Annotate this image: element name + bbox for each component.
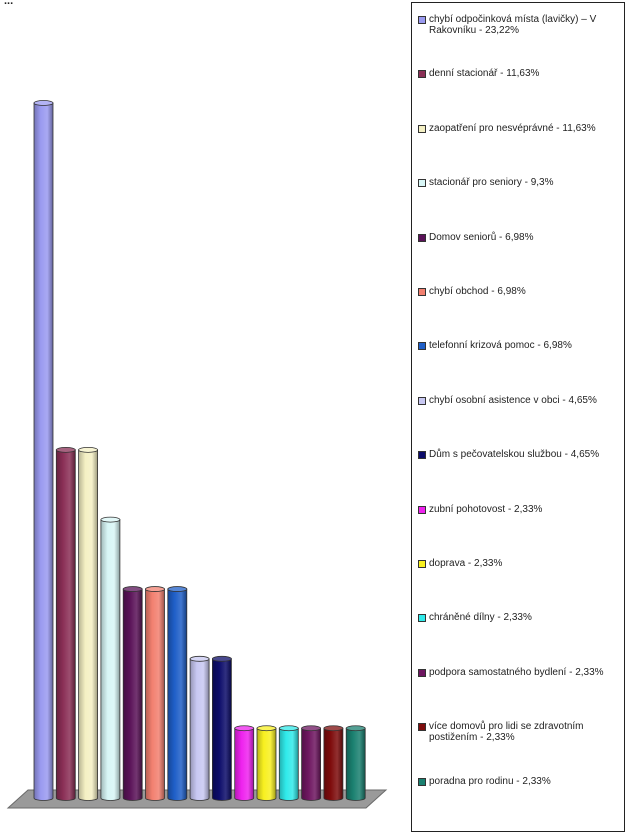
legend-label: chybí odpočinková místa (lavičky) – V Ra…: [429, 14, 597, 36]
bar-9-top: [211, 655, 232, 662]
legend-swatch: [418, 777, 426, 786]
bar-7-top: [167, 586, 188, 592]
legend-item-12: chráněné dílny - 2,33%: [418, 612, 623, 623]
legend-swatch: [418, 179, 426, 188]
bar-2: [55, 447, 76, 801]
bar-13-top: [301, 725, 322, 732]
legend-label: podpora samostatného bydlení - 2,33%: [429, 666, 604, 678]
bar-2-top: [55, 447, 76, 453]
legend-swatch: [418, 233, 426, 242]
legend-item-15: poradna pro rodinu - 2,33%: [418, 776, 623, 787]
legend-swatch: [418, 16, 426, 24]
legend-item-9: Dům s pečovatelskou službou - 4,65%: [418, 449, 623, 460]
legend-swatch: [418, 560, 426, 568]
legend-item-2: denní stacionář - 11,63%: [418, 68, 623, 79]
legend-swatch: [418, 342, 426, 351]
bar-14: [323, 725, 344, 801]
chart-title-cropped: ...: [4, 0, 14, 7]
legend-item-7: telefonní krizová pomoc - 6,98%: [418, 340, 623, 351]
bar-12-top: [278, 725, 299, 732]
bar-12-body: [278, 727, 299, 801]
legend-swatch: [418, 723, 426, 732]
bar-15-top: [345, 725, 366, 732]
bar-2-body: [55, 449, 76, 801]
legend-label: poradna pro rodinu - 2,33%: [429, 775, 551, 787]
bar-15: [345, 725, 366, 801]
bar-13-body: [301, 727, 321, 801]
legend-label: více domovů pro lidi se zdravotním posti…: [429, 721, 584, 744]
legend-label: telefonní krizová pomoc - 6,98%: [429, 340, 572, 352]
legend-label: chybí osobní asistence v obci - 4,65%: [429, 394, 597, 406]
bar-11: [256, 725, 277, 801]
legend-label: Domov seniorů - 6,98%: [429, 231, 534, 243]
bar-11-top: [256, 725, 277, 732]
legend-item-8: chybí osobní asistence v obci - 4,65%: [418, 395, 623, 406]
bar-14-body: [323, 727, 344, 801]
legend-item-1: chybí odpočinková místa (lavičky) – V Ra…: [418, 14, 623, 36]
bar-14-top: [323, 725, 344, 732]
bar-8-top: [189, 655, 210, 662]
bar-7: [167, 586, 188, 801]
legend-label: chráněné dílny - 2,33%: [429, 612, 532, 624]
legend-item-14: více domovů pro lidi se zdravotním posti…: [418, 721, 623, 743]
bar-chart-plot: [6, 100, 388, 809]
bar-6-top: [145, 586, 165, 592]
chart-bars-layer: [33, 100, 366, 801]
legend-item-5: Domov seniorů - 6,98%: [418, 232, 623, 243]
legend-item-10: zubní pohotovost - 2,33%: [418, 504, 623, 515]
bar-9-body: [212, 658, 232, 801]
legend-swatch: [418, 614, 426, 623]
bar-7-body: [167, 588, 188, 801]
legend-label: zaopatření pro nesvéprávné - 11,63%: [429, 122, 596, 134]
bar-1: [33, 100, 54, 801]
legend-item-4: stacionář pro seniory - 9,3%: [418, 177, 623, 188]
bar-1-top: [33, 100, 54, 106]
bar-5-body: [122, 588, 143, 801]
legend-swatch: [418, 668, 426, 677]
bar-13: [301, 725, 322, 801]
bar-5-top: [122, 586, 143, 592]
bar-8-body: [189, 658, 210, 801]
bar-10-body: [234, 727, 255, 801]
legend-item-6: chybí obchod - 6,98%: [418, 286, 623, 297]
legend-item-13: podpora samostatného bydlení - 2,33%: [418, 667, 623, 678]
legend-swatch: [418, 288, 426, 296]
bar-3: [78, 447, 98, 801]
legend-item-11: doprava - 2,33%: [418, 558, 623, 569]
legend-swatch: [418, 505, 426, 514]
legend-label: stacionář pro seniory - 9,3%: [429, 177, 554, 189]
legend-swatch: [418, 396, 426, 405]
legend-label: Dům s pečovatelskou službou - 4,65%: [429, 449, 600, 461]
bar-1-body: [33, 102, 54, 801]
legend-label: chybí obchod - 6,98%: [429, 286, 526, 297]
bar-4-top: [100, 516, 121, 523]
legend-label: zubní pohotovost - 2,33%: [429, 503, 543, 515]
legend-label: doprava - 2,33%: [429, 558, 503, 569]
bar-8: [189, 655, 210, 801]
bar-4-body: [100, 519, 121, 801]
bar-3-top: [78, 447, 98, 453]
legend-label: denní stacionář - 11,63%: [429, 68, 540, 80]
bar-3-body: [78, 449, 98, 801]
chart-legend: chybí odpočinková místa (lavičky) – V Ra…: [411, 2, 625, 832]
legend-swatch: [418, 70, 426, 79]
bar-6-body: [145, 588, 165, 801]
bar-10: [234, 725, 255, 801]
bar-6: [145, 586, 165, 801]
bar-4: [100, 516, 121, 801]
legend-swatch: [418, 451, 426, 460]
bar-9: [211, 655, 232, 801]
bar-12: [278, 725, 299, 801]
legend-item-3: zaopatření pro nesvéprávné - 11,63%: [418, 123, 623, 134]
bar-10-top: [234, 725, 255, 732]
bar-11-body: [256, 727, 277, 801]
legend-swatch: [418, 124, 426, 133]
bar-5: [122, 586, 143, 801]
bar-15-body: [345, 727, 366, 801]
